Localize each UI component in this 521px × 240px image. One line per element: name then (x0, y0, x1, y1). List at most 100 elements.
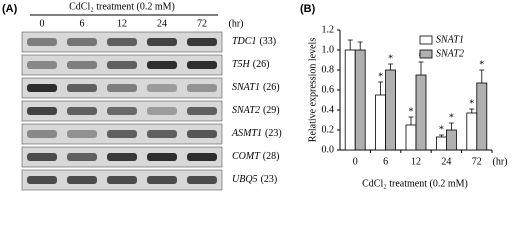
gel-band (187, 176, 217, 184)
y-tick-label: 1.0 (322, 44, 335, 55)
bar (344, 49, 356, 151)
gel-band (27, 130, 57, 138)
gel-band (67, 176, 97, 184)
gel-band (107, 153, 137, 161)
gel-band (67, 61, 97, 69)
gene-label: T5H (26) (232, 59, 269, 70)
gel-band (27, 153, 57, 161)
x-tick-label: 72 (472, 156, 482, 167)
y-tick-label: 0.6 (322, 84, 335, 95)
y-tick-label: 0.4 (322, 104, 335, 115)
significance-marker: * (469, 98, 474, 109)
bar (385, 69, 397, 151)
x-unit: (hr) (493, 156, 508, 167)
legend-swatch (419, 49, 433, 59)
gel-band (187, 38, 217, 46)
error-bar (408, 116, 414, 125)
error-bar (357, 41, 363, 50)
gene-name: TDC1 (232, 36, 256, 47)
gel-band (187, 153, 217, 161)
gel-band (107, 130, 137, 138)
x-tick-label: 6 (383, 156, 388, 167)
cycle-count: (23) (261, 174, 278, 185)
gel-band (107, 176, 137, 184)
bar (466, 112, 478, 151)
time-label: 12 (117, 18, 127, 29)
bar (476, 82, 488, 151)
error-bar (479, 69, 485, 83)
gene-label: TDC1 (33) (232, 36, 276, 47)
panel-title: CdCl₂ treatment (0.2 mM) (69, 1, 175, 12)
cycle-count: (23) (265, 128, 282, 139)
cycle-count: (28) (263, 151, 280, 162)
time-label: 72 (197, 18, 207, 29)
cycle-count: (29) (263, 105, 280, 116)
gel-band (147, 38, 177, 46)
bar (415, 74, 427, 151)
gene-name: UBQ5 (232, 174, 258, 185)
gel-band (147, 130, 177, 138)
bar (435, 136, 447, 151)
error-bar (418, 61, 424, 75)
gene-label: COMT (28) (232, 151, 279, 162)
bar (375, 94, 387, 151)
y-tick-label: 0.0 (322, 144, 335, 155)
gel-band (107, 38, 137, 46)
x-axis-title: CdCl₂ treatment (0.2 mM) (362, 178, 468, 189)
gel-band (147, 61, 177, 69)
error-bar (448, 122, 454, 130)
error-bar (378, 81, 384, 95)
gel-strip (21, 77, 223, 99)
error-bar (388, 63, 394, 70)
gene-label: SNAT2 (29) (232, 105, 280, 116)
significance-marker: * (388, 53, 393, 64)
gel-band (107, 61, 137, 69)
gel-band (27, 107, 57, 115)
gel-band (67, 153, 97, 161)
time-unit: (hr) (229, 18, 244, 29)
significance-marker: * (439, 124, 444, 135)
x-tick-label: 24 (441, 156, 451, 167)
gel-band (67, 107, 97, 115)
gene-label: ASMT1 (23) (231, 128, 282, 139)
cycle-count: (26) (263, 82, 280, 93)
gel-band (147, 84, 177, 92)
gene-name: ASMT1 (231, 128, 262, 139)
time-label: 0 (40, 18, 45, 29)
gene-label: UBQ5 (23) (232, 174, 277, 185)
bar (405, 124, 417, 151)
gene-label: SNAT1 (26) (232, 82, 280, 93)
gel-band (67, 38, 97, 46)
bar (445, 129, 457, 151)
significance-marker: * (449, 112, 454, 123)
figure: (A) CdCl₂ treatment (0.2 mM) (B) Relativ… (2, 1, 508, 191)
error-bar (347, 39, 353, 50)
bar (354, 49, 366, 151)
gel-band (27, 84, 57, 92)
y-tick-label: 0.2 (322, 124, 335, 135)
cycle-count: (26) (253, 59, 270, 70)
gene-name: SNAT2 (232, 105, 260, 116)
gel-band (187, 84, 217, 92)
significance-marker: * (378, 71, 383, 82)
gel-band (187, 61, 217, 69)
legend-label: SNAT1 (436, 34, 464, 45)
gel-band (27, 61, 57, 69)
gene-name: COMT (232, 151, 261, 162)
error-bar (438, 134, 444, 137)
significance-marker: * (479, 59, 484, 70)
gel-band (107, 107, 137, 115)
error-bar (469, 108, 475, 113)
y-axis-title: Relative expression levels (307, 38, 318, 143)
y-tick-label: 1.2 (322, 24, 335, 35)
gel-band (67, 130, 97, 138)
time-label: 24 (157, 18, 167, 29)
gene-name: T5H (232, 59, 251, 70)
gene-name: SNAT1 (232, 82, 260, 93)
panel-label: (B) (300, 3, 316, 15)
gel-band (187, 130, 217, 138)
x-tick-label: 12 (411, 156, 421, 167)
time-label: 6 (80, 18, 85, 29)
gel-band (27, 38, 57, 46)
panel-label: (A) (2, 3, 18, 15)
